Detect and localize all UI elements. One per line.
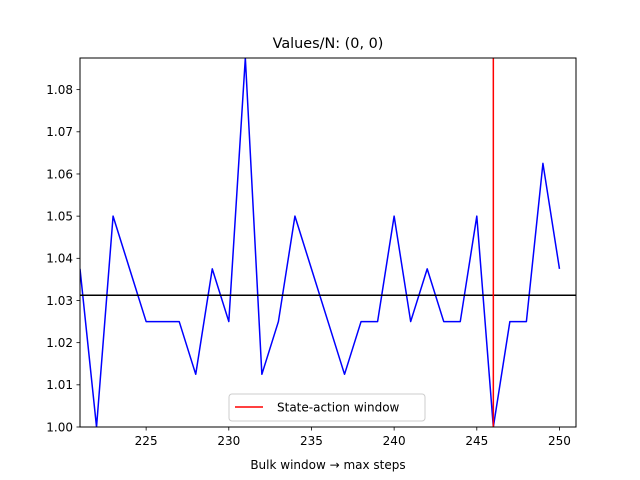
y-tick-label: 1.00 [46,420,73,434]
y-tick-label: 1.02 [46,336,73,350]
legend-label-state-action-window: State-action window [277,401,400,415]
plot-area: 225 230 235 240 245 250 1.00 1.01 1.02 1.03 1.04 1.… [46,57,577,448]
y-tick-label: 1.01 [46,378,73,392]
x-tick-label: 235 [300,434,323,448]
chart-title: Values/N: (0, 0) [273,36,384,52]
y-tick-label: 1.03 [46,294,73,308]
plot-frame [79,57,577,428]
x-tick-label: 245 [465,434,488,448]
y-tick-label: 1.08 [46,83,73,97]
x-tick-label: 240 [383,434,406,448]
legend: State-action window [228,393,426,422]
y-tick-label: 1.04 [46,252,73,266]
y-tick-label: 1.07 [46,125,73,139]
x-tick-label: 230 [217,434,240,448]
y-tick-label: 1.06 [46,167,73,181]
x-tick-label: 225 [135,434,158,448]
x-tick-label: 250 [548,434,571,448]
x-axis-label: Bulk window → max steps [250,458,405,472]
legend-box [228,393,426,422]
y-tick-label: 1.05 [46,209,73,223]
